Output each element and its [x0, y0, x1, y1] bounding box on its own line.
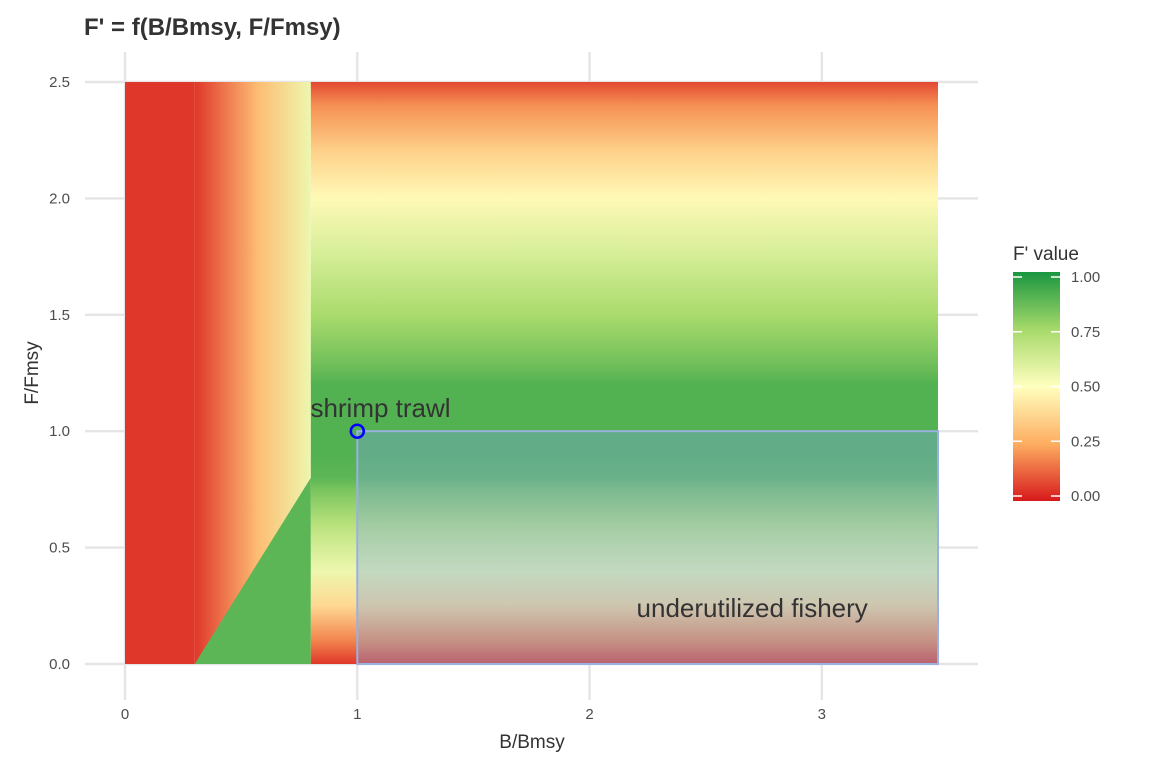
legend: F' value 0.00 0.25 0.50 0.75 1.00 — [1013, 244, 1100, 505]
legend-label: 0.00 — [1071, 488, 1100, 505]
x-tick-label: 0 — [121, 706, 129, 723]
legend-label: 0.25 — [1071, 433, 1100, 450]
point-shrimp-trawl — [349, 423, 366, 439]
chart-title: F' = f(B/Bmsy, F/Fmsy) — [84, 14, 341, 41]
overlays: shrimp trawl underutilized fishery — [310, 393, 939, 666]
x-tick-label: 3 — [818, 706, 826, 723]
heatmap — [125, 82, 938, 664]
underutilized-rectangle — [356, 430, 939, 666]
y-tick-label: 1.5 — [49, 307, 70, 324]
y-tick-label: 2.5 — [49, 74, 70, 91]
heat-region-healthy — [310, 82, 938, 664]
y-axis-title: F/Fmsy — [22, 341, 43, 405]
annotation-label: shrimp trawl — [310, 393, 450, 423]
y-tick-label: 2.0 — [49, 190, 70, 207]
heat-region-ramp-target — [194, 477, 311, 664]
heat-region-collapsed — [125, 82, 195, 664]
legend-label: 0.75 — [1071, 324, 1100, 341]
legend-label: 1.00 — [1071, 269, 1100, 286]
axes: 0 1 2 3 0.0 0.5 1.0 1.5 2.0 2.5 — [49, 74, 826, 723]
y-tick-label: 0.5 — [49, 540, 70, 557]
annotation-label: underutilized fishery — [637, 593, 868, 623]
legend-title: F' value — [1013, 244, 1079, 265]
x-tick-label: 2 — [585, 706, 593, 723]
y-tick-label: 0.0 — [49, 656, 70, 673]
x-axis-title: B/Bmsy — [499, 732, 565, 753]
legend-label: 0.50 — [1071, 379, 1100, 396]
x-tick-label: 1 — [353, 706, 361, 723]
y-tick-label: 1.0 — [49, 423, 70, 440]
